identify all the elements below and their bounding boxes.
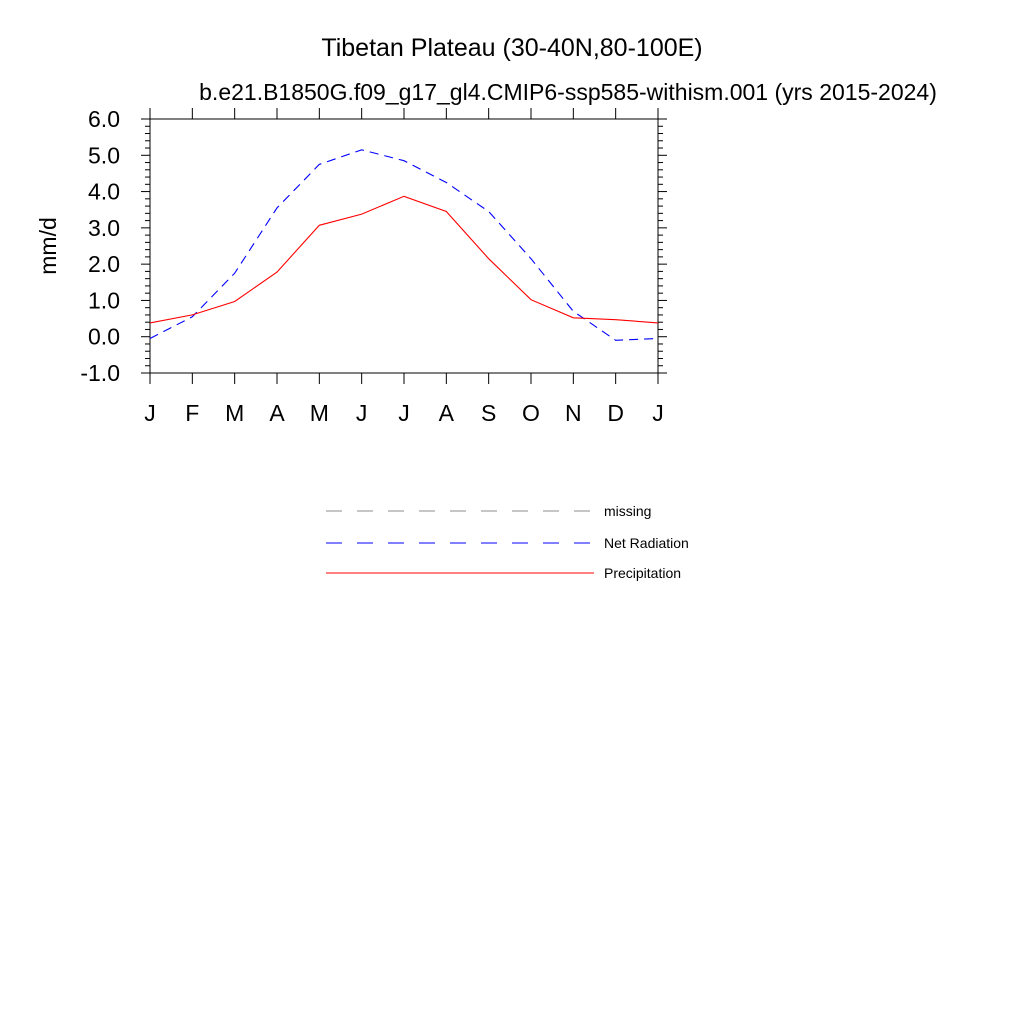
legend-label-precipitation: Precipitation — [604, 565, 681, 581]
x-tick-label: A — [439, 400, 455, 426]
y-tick-label: -1.0 — [80, 360, 120, 386]
x-tick-label: M — [225, 400, 244, 426]
legend-label-net-radiation: Net Radiation — [604, 535, 689, 551]
legend-label-missing: missing — [604, 503, 651, 519]
plot-frame — [149, 118, 659, 374]
x-tick-label: S — [481, 400, 496, 426]
x-tick-label: J — [356, 400, 368, 426]
y-tick-label: 0.0 — [88, 324, 120, 350]
y-tick-label: 6.0 — [88, 106, 120, 132]
x-tick-label: J — [398, 400, 410, 426]
y-axis-label: mm/d — [35, 217, 61, 275]
x-tick-label: D — [607, 400, 624, 426]
precipitation-line — [149, 195, 659, 324]
x-tick-label: A — [269, 400, 285, 426]
y-tick-label: 5.0 — [88, 142, 120, 168]
y-tick-label: 1.0 — [88, 287, 120, 313]
x-tick-label: J — [144, 400, 156, 426]
x-tick-label: N — [565, 400, 582, 426]
x-tick-label: J — [652, 400, 664, 426]
y-tick-label: 4.0 — [88, 179, 120, 205]
x-tick-label: F — [185, 400, 199, 426]
x-tick-label: M — [310, 400, 329, 426]
net-radiation-line — [149, 149, 659, 341]
chart-title: Tibetan Plateau (30-40N,80-100E) — [321, 34, 702, 62]
y-tick-label: 3.0 — [88, 215, 120, 241]
x-tick-label: O — [522, 400, 540, 426]
chart-subtitle: b.e21.B1850G.f09_g17_gl4.CMIP6-ssp585-wi… — [199, 79, 937, 105]
y-tick-label: 2.0 — [88, 251, 120, 277]
